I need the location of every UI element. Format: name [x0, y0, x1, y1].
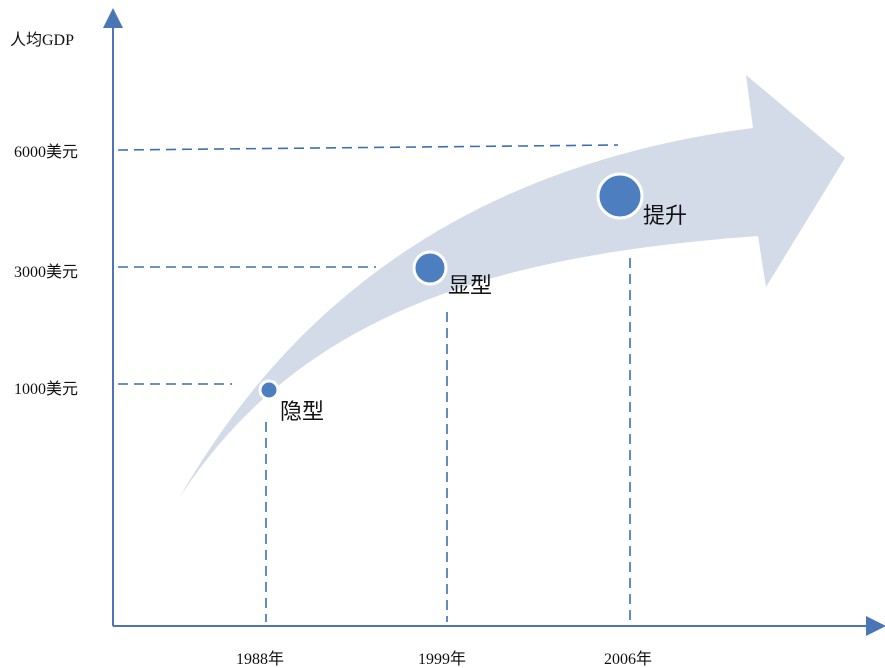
- stage-marker-3: [596, 172, 644, 220]
- x-tick-1999: 1999年: [418, 651, 467, 668]
- growth-arrow: [178, 75, 845, 500]
- stage-marker-2: [412, 250, 448, 286]
- stage-label-2: 显型: [448, 274, 493, 299]
- x-tick-1988: 1988年: [236, 651, 285, 668]
- y-tick-6000: 6000美元: [14, 144, 79, 161]
- stage-label-1: 隐型: [280, 400, 325, 425]
- y-axis-title: 人均GDP: [10, 32, 75, 49]
- y-tick-3000: 3000美元: [14, 264, 79, 281]
- x-tick-2006: 2006年: [604, 651, 653, 668]
- y-tick-1000: 1000美元: [14, 381, 79, 398]
- stage-marker-1: [258, 379, 280, 401]
- guide-6000: [117, 144, 619, 151]
- stage-label-3: 提升: [643, 204, 688, 229]
